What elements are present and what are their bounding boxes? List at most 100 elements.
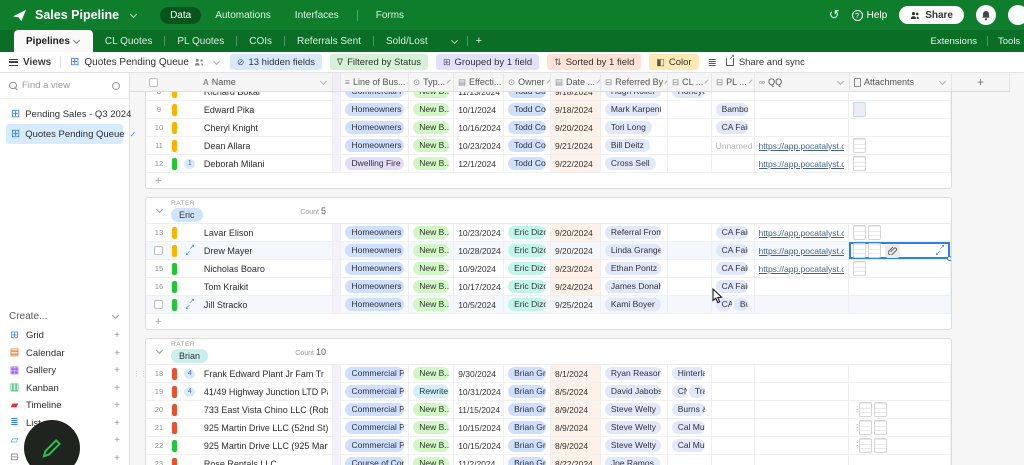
cell-date[interactable]: 9/23/2024 (551, 260, 601, 277)
view-settings-gear-icon[interactable] (112, 82, 120, 90)
record-name-cell[interactable]: Nicholas Boaro (200, 260, 334, 277)
cell-type[interactable]: New B... (409, 92, 454, 100)
chip-color[interactable]: ◧Color (649, 54, 698, 70)
cell-pl[interactable]: Bamboo (A (712, 101, 755, 118)
cell-type[interactable]: New B... (409, 296, 454, 313)
cell-cl[interactable] (668, 119, 712, 136)
cell-lob[interactable]: Homeowners (341, 101, 409, 118)
cell-cl[interactable]: Hinterland/ (668, 365, 712, 382)
column-header-referred_by[interactable]: ⊟Referred By (601, 73, 668, 91)
create-grid-button[interactable]: ⊞Grid+ (9, 327, 120, 345)
record-name-cell[interactable]: Dean Allara (200, 137, 334, 154)
record-name-cell[interactable]: Drew Mayer (200, 242, 334, 259)
column-header-attachments[interactable]: Attachments (850, 73, 952, 91)
cell-lob[interactable]: Dwelling Fire (341, 155, 409, 172)
base-title-chevron-icon[interactable] (130, 10, 137, 17)
cell-attachments[interactable] (849, 365, 951, 382)
cell-type[interactable]: New B... (409, 419, 454, 436)
add-view-plus-icon[interactable]: + (114, 400, 120, 411)
cell-cl[interactable]: CNATrave (668, 383, 712, 400)
cell-effective[interactable]: 10/28/2024 (454, 242, 504, 259)
cell-owner[interactable]: Brian Gra... (504, 455, 551, 465)
cell-effective[interactable]: 10/31/2024 (454, 383, 504, 400)
cell-attachments[interactable] (849, 119, 951, 136)
cell-owner[interactable]: Todd Co... (504, 137, 551, 154)
cell-attachments[interactable] (849, 137, 951, 154)
cell-effective[interactable]: 11/13/2024 (454, 92, 504, 100)
cell-cl[interactable]: Honeycomb (668, 92, 712, 100)
current-view-button[interactable]: ⊞ Quotes Pending Queue (70, 57, 221, 68)
cell-date[interactable]: 9/20/2024 (551, 242, 601, 259)
cell-qq[interactable]: https://app.pocatalyst.com... (755, 260, 850, 277)
cell-effective[interactable]: 10/5/2024 (454, 296, 504, 313)
cell-referred_by[interactable]: Mark Karpenko (601, 101, 668, 118)
cell-type[interactable]: New B... (409, 278, 454, 295)
row-number-cell[interactable]: 19 (146, 383, 172, 400)
tab-cl-quotes[interactable]: CL Quotes (93, 30, 164, 52)
views-sidebar-toggle[interactable]: Views (9, 57, 51, 68)
cell-type[interactable]: New B... (409, 155, 454, 172)
cell-cl[interactable] (668, 455, 712, 465)
cell-pl[interactable] (712, 401, 755, 418)
cell-cl[interactable] (668, 260, 712, 277)
cell-date[interactable]: 8/1/2024 (551, 365, 601, 382)
comment-count-badge[interactable]: 4 (184, 387, 195, 397)
cell-pl[interactable] (712, 455, 755, 465)
cell-effective[interactable]: 10/16/2024 (454, 119, 504, 136)
add-table-button[interactable]: + (468, 30, 490, 52)
cell-cl[interactable] (668, 296, 712, 313)
cell-referred_by[interactable]: Steve Welty (601, 419, 668, 436)
attachment-thumbnail[interactable] (874, 402, 887, 417)
cell-date[interactable]: 9/20/2024 (551, 119, 601, 136)
cell-qq[interactable] (755, 92, 850, 100)
select-all-checkbox[interactable] (149, 78, 158, 87)
cell-owner[interactable]: Brian Gra... (504, 419, 551, 436)
cell-cl[interactable]: Burns & Wi (668, 401, 712, 418)
cell-owner[interactable]: Eric Dizon (504, 242, 551, 259)
attachment-thumbnail[interactable] (853, 225, 866, 240)
cell-lob[interactable]: Commercial Pa... (341, 401, 409, 418)
cell-date[interactable]: 9/24/2024 (551, 278, 601, 295)
cell-effective[interactable]: 10/15/2024 (454, 419, 504, 436)
cell-effective[interactable]: 10/1/2024 (454, 101, 504, 118)
row-number-cell[interactable]: 20 (146, 401, 172, 418)
record-name-cell[interactable]: 925 Martin Drive LLC (52nd St) (200, 419, 334, 436)
help-button[interactable]: ?Help (852, 10, 888, 21)
row-number-cell[interactable] (146, 242, 172, 259)
attachment-thumbnail[interactable] (853, 261, 866, 276)
chip-hidden-fields[interactable]: ⊘13 hidden fields (230, 54, 322, 70)
group-collapse-chevron-icon[interactable] (156, 206, 163, 213)
column-chevron-icon[interactable] (447, 79, 451, 83)
attachment-thumbnail[interactable] (868, 225, 881, 240)
attachment-thumbnail[interactable] (859, 402, 872, 417)
cell-date[interactable]: 9/22/2024 (551, 155, 601, 172)
record-name-cell[interactable]: Cheryl Knight (200, 119, 334, 136)
cell-date[interactable]: 8/9/2024 (551, 437, 601, 454)
record-name-cell[interactable]: Tom Kraikit (200, 278, 334, 295)
cell-qq[interactable]: https://app.pocatalyst.com... (755, 155, 850, 172)
cell-pl[interactable] (712, 92, 755, 100)
cell-lob[interactable]: Commercial Pa... (341, 419, 409, 436)
cell-qq[interactable] (755, 101, 850, 118)
sidebar-view-item[interactable]: ⊞Quotes Pending Queue✓ (6, 124, 123, 144)
create-timeline-button[interactable]: ▰Timeline+ (9, 397, 120, 415)
top-nav-interfaces[interactable]: Interfaces (285, 7, 349, 24)
cell-attachments[interactable]: ⋮ (849, 419, 951, 436)
cell-cl[interactable] (668, 137, 712, 154)
cell-cl[interactable] (668, 224, 712, 241)
row-number-cell[interactable]: 18 (146, 365, 172, 382)
cell-qq[interactable]: https://app.pocatalyst.com... (755, 242, 850, 259)
cell-lob[interactable]: Commercial Pa... (341, 437, 409, 454)
record-name-cell[interactable]: 925 Martin Drive LLC (925 Martin) (200, 437, 334, 454)
cell-date[interactable]: 9/18/2024 (551, 92, 601, 100)
column-header-cl[interactable]: ⊟CL ... (668, 73, 712, 91)
attachment-thumbnail[interactable] (868, 243, 881, 258)
cell-attachments[interactable] (849, 296, 951, 313)
cell-attachments[interactable] (849, 224, 951, 241)
cell-owner[interactable]: Brian Gra... (504, 401, 551, 418)
cell-lob[interactable]: Commercial Pa... (341, 365, 409, 382)
column-chevron-icon[interactable] (705, 79, 709, 83)
cell-effective[interactable]: 10/9/2024 (454, 260, 504, 277)
add-view-plus-icon[interactable]: + (114, 418, 120, 429)
add-view-plus-icon[interactable]: + (114, 383, 120, 394)
